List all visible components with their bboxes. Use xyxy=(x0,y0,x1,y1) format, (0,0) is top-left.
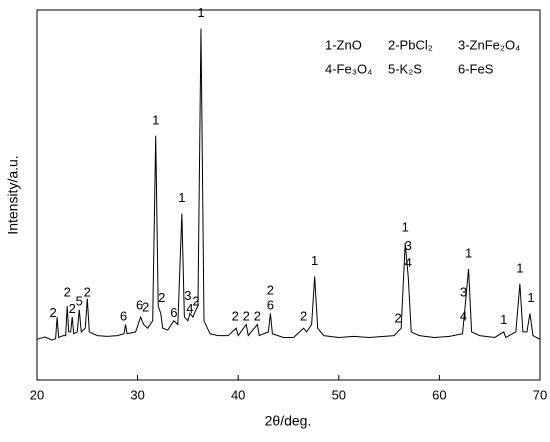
x-tick-label: 60 xyxy=(432,387,446,402)
peak-label: 3 xyxy=(184,288,191,303)
peak-label: 2 xyxy=(49,305,56,320)
peak-label: 1 xyxy=(500,312,507,327)
legend-label: 6-FeS xyxy=(458,61,494,76)
peak-label: 3 xyxy=(405,238,412,253)
peak-label: 2 xyxy=(69,301,76,316)
legend-label: 3-ZnFe₂O₄ xyxy=(458,37,520,52)
x-tick-label: 70 xyxy=(533,387,547,402)
peak-label: 2 xyxy=(142,299,149,314)
peak-label: 1 xyxy=(311,253,318,268)
legend-label: 4-Fe₃O₄ xyxy=(325,61,372,76)
peak-label: 1 xyxy=(516,260,523,275)
peak-label: 6 xyxy=(136,297,143,312)
xrd-line xyxy=(36,28,541,341)
peak-label: 1 xyxy=(197,5,204,20)
x-tick-label: 30 xyxy=(130,387,144,402)
peak-label: 2 xyxy=(300,309,307,324)
peak-label: 1 xyxy=(402,220,409,235)
legend-label: 2-PbCl₂ xyxy=(388,37,433,52)
peak-label: 4 xyxy=(186,301,193,316)
peak-label: 2 xyxy=(158,290,165,305)
peak-label: 2 xyxy=(243,309,250,324)
plot-frame xyxy=(36,9,541,381)
peak-label: 2 xyxy=(84,284,91,299)
peak-label: 1 xyxy=(527,290,534,305)
peak-label: 6 xyxy=(170,305,177,320)
peak-label: 1 xyxy=(465,246,472,261)
y-axis-label: Intensity/a.u. xyxy=(5,155,21,234)
peak-label: 6 xyxy=(120,309,127,324)
peak-label: 2 xyxy=(192,294,199,309)
peak-label: 3 xyxy=(460,284,467,299)
peak-label: 1 xyxy=(178,190,185,205)
peak-label: 1 xyxy=(152,112,159,127)
x-tick-label: 50 xyxy=(332,387,346,402)
peak-label: 4 xyxy=(460,309,467,324)
peak-label: 4 xyxy=(405,255,412,270)
peak-label: 5 xyxy=(76,294,83,309)
peak-label: 2 xyxy=(395,310,402,325)
x-axis-label: 2θ/deg. xyxy=(265,413,312,429)
legend-label: 5-K₂S xyxy=(388,61,422,76)
x-tick-label: 40 xyxy=(231,387,245,402)
x-tick-label: 20 xyxy=(30,387,44,402)
legend-label: 1-ZnO xyxy=(325,37,362,52)
peak-label: 2 xyxy=(267,283,274,298)
peak-label: 6 xyxy=(267,297,274,312)
peak-label: 2 xyxy=(254,309,261,324)
peak-label: 2 xyxy=(232,309,239,324)
peak-label: 2 xyxy=(64,284,71,299)
